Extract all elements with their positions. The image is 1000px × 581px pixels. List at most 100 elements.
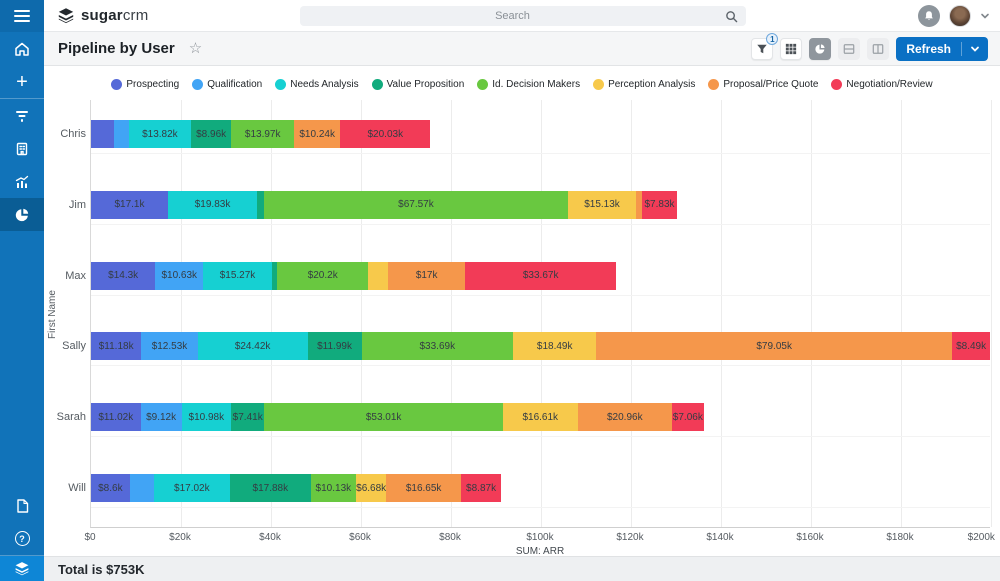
favorite-star-icon[interactable]: ☆ xyxy=(188,40,203,57)
legend-item[interactable]: Prospecting xyxy=(111,79,179,90)
bar-segment[interactable]: $10.63k xyxy=(155,261,204,290)
bar-segment[interactable]: $53.01k xyxy=(264,403,503,432)
legend-label: Proposal/Price Quote xyxy=(723,79,819,90)
brand-name: sugarcrm xyxy=(81,7,149,24)
bar-segment[interactable]: $15.13k xyxy=(567,190,637,219)
bar-segment[interactable]: $9.12k xyxy=(140,403,182,432)
search-icon[interactable] xyxy=(725,10,738,23)
filter-button[interactable]: 1 xyxy=(751,33,779,60)
sidebar-item-sugar-logo[interactable] xyxy=(0,556,44,581)
home-icon xyxy=(15,42,29,56)
bar-segment[interactable]: $17.02k xyxy=(153,474,231,502)
filter-icon xyxy=(16,110,28,122)
legend-item[interactable]: Perception Analysis xyxy=(593,79,695,90)
bar-segment[interactable]: $8.96k xyxy=(190,120,232,148)
sidebar-item-filter[interactable] xyxy=(0,99,44,132)
bar-segment[interactable]: $20.03k xyxy=(340,120,431,148)
bar-segment[interactable]: $7.06k xyxy=(671,403,704,432)
gridline xyxy=(181,100,182,527)
row-label: Chris xyxy=(60,128,86,140)
bar-segment[interactable]: $8.87k xyxy=(461,474,502,502)
bar-segment[interactable]: $17k xyxy=(388,261,465,290)
bar-segment[interactable]: $11.99k xyxy=(307,332,362,361)
grid-icon xyxy=(786,43,797,55)
bar-segment[interactable]: $67.57k xyxy=(263,190,568,219)
sidebar-item-reports[interactable] xyxy=(0,165,44,198)
legend-label: Qualification xyxy=(207,79,263,90)
gridline xyxy=(451,100,452,527)
x-axis-title: SUM: ARR xyxy=(515,546,565,557)
bar-segment[interactable]: $7.41k xyxy=(231,403,265,432)
bar-segment[interactable] xyxy=(271,261,278,290)
bar-segment[interactable]: $17.88k xyxy=(230,474,311,502)
gridline xyxy=(901,100,902,527)
bar-segment[interactable] xyxy=(129,474,154,502)
legend-item[interactable]: Needs Analysis xyxy=(275,79,359,90)
bar-segment[interactable]: $20.2k xyxy=(277,261,369,290)
bar-segment[interactable]: $33.69k xyxy=(361,332,514,361)
brand-logo[interactable]: sugarcrm xyxy=(57,7,148,24)
menu-icon[interactable] xyxy=(0,0,44,32)
legend-item[interactable]: Value Proposition xyxy=(371,79,465,90)
document-icon xyxy=(16,498,28,513)
bar-segment[interactable] xyxy=(113,120,129,148)
footer-bar: Total is $753K xyxy=(44,556,1000,581)
bar-segment[interactable]: $10.24k xyxy=(294,120,341,148)
x-tick-label: $180k xyxy=(886,532,914,543)
bar-segment[interactable]: $6.68k xyxy=(356,474,387,502)
bar-segment[interactable]: $8.6k xyxy=(91,474,130,502)
bar-segment[interactable]: $8.49k xyxy=(952,332,991,361)
chevron-down-icon[interactable] xyxy=(980,11,990,21)
pie-chart-icon xyxy=(15,208,29,221)
bar-segment[interactable]: $11.18k xyxy=(91,332,142,361)
bar-segment[interactable] xyxy=(257,190,264,219)
bar-segment[interactable]: $13.82k xyxy=(128,120,191,148)
bar-segment[interactable]: $33.67k xyxy=(464,261,617,290)
chevron-down-icon[interactable] xyxy=(962,44,988,54)
rows-layout-button[interactable] xyxy=(838,38,861,60)
notifications-button[interactable] xyxy=(918,5,940,27)
bell-icon xyxy=(925,11,933,21)
bar-segment[interactable]: $16.61k xyxy=(502,403,578,432)
grid-view-button[interactable] xyxy=(780,38,803,60)
search-input[interactable] xyxy=(300,10,725,22)
bar-segment[interactable]: $79.05k xyxy=(596,332,953,361)
chart-view-button[interactable] xyxy=(809,38,832,60)
sidebar-item-home[interactable] xyxy=(0,32,44,65)
bar-segment[interactable]: $10.98k xyxy=(181,403,232,432)
bar-segment[interactable]: $16.65k xyxy=(386,474,462,502)
columns-layout-button[interactable] xyxy=(867,38,890,60)
legend-label: Value Proposition xyxy=(386,79,465,90)
sidebar-item-document[interactable] xyxy=(0,489,44,522)
legend-item[interactable]: Qualification xyxy=(192,79,262,90)
bar-segment[interactable] xyxy=(636,190,642,219)
refresh-button[interactable]: Refresh xyxy=(896,37,988,61)
legend-item[interactable]: Proposal/Price Quote xyxy=(708,79,818,90)
legend-item[interactable]: Id. Decision Makers xyxy=(477,79,580,90)
x-tick-label: $140k xyxy=(706,532,734,543)
legend-dot xyxy=(275,79,287,90)
sidebar-divider xyxy=(0,98,44,99)
bar-segment[interactable]: $20.96k xyxy=(577,403,672,432)
bar-segment[interactable]: $7.83k xyxy=(641,190,678,219)
bar-segment[interactable]: $15.27k xyxy=(203,261,272,290)
row-gridline xyxy=(91,223,990,225)
sidebar-item-dashboard[interactable] xyxy=(0,198,44,231)
sugar-stack-icon xyxy=(58,8,74,24)
bar-segment[interactable]: $14.3k xyxy=(91,261,156,290)
bar-segment[interactable]: $18.49k xyxy=(513,332,597,361)
bar-segment[interactable]: $10.13k xyxy=(310,474,357,502)
bar-segment[interactable]: $19.83k xyxy=(167,190,258,219)
bar-segment[interactable]: $11.02k xyxy=(91,403,141,432)
user-avatar[interactable] xyxy=(949,5,971,27)
bar-segment[interactable]: $17.1k xyxy=(91,190,168,219)
legend-item[interactable]: Negotiation/Review xyxy=(831,79,933,90)
sidebar-item-help[interactable]: ? xyxy=(0,522,44,555)
bar-segment[interactable]: $13.97k xyxy=(231,120,295,148)
bar-segment[interactable]: $12.53k xyxy=(141,332,198,361)
bar-segment[interactable]: $24.42k xyxy=(197,332,308,361)
bar-segment[interactable] xyxy=(91,120,114,148)
bar-segment[interactable] xyxy=(368,261,389,290)
sidebar-item-company[interactable] xyxy=(0,132,44,165)
sidebar-item-create[interactable]: + xyxy=(0,65,44,98)
